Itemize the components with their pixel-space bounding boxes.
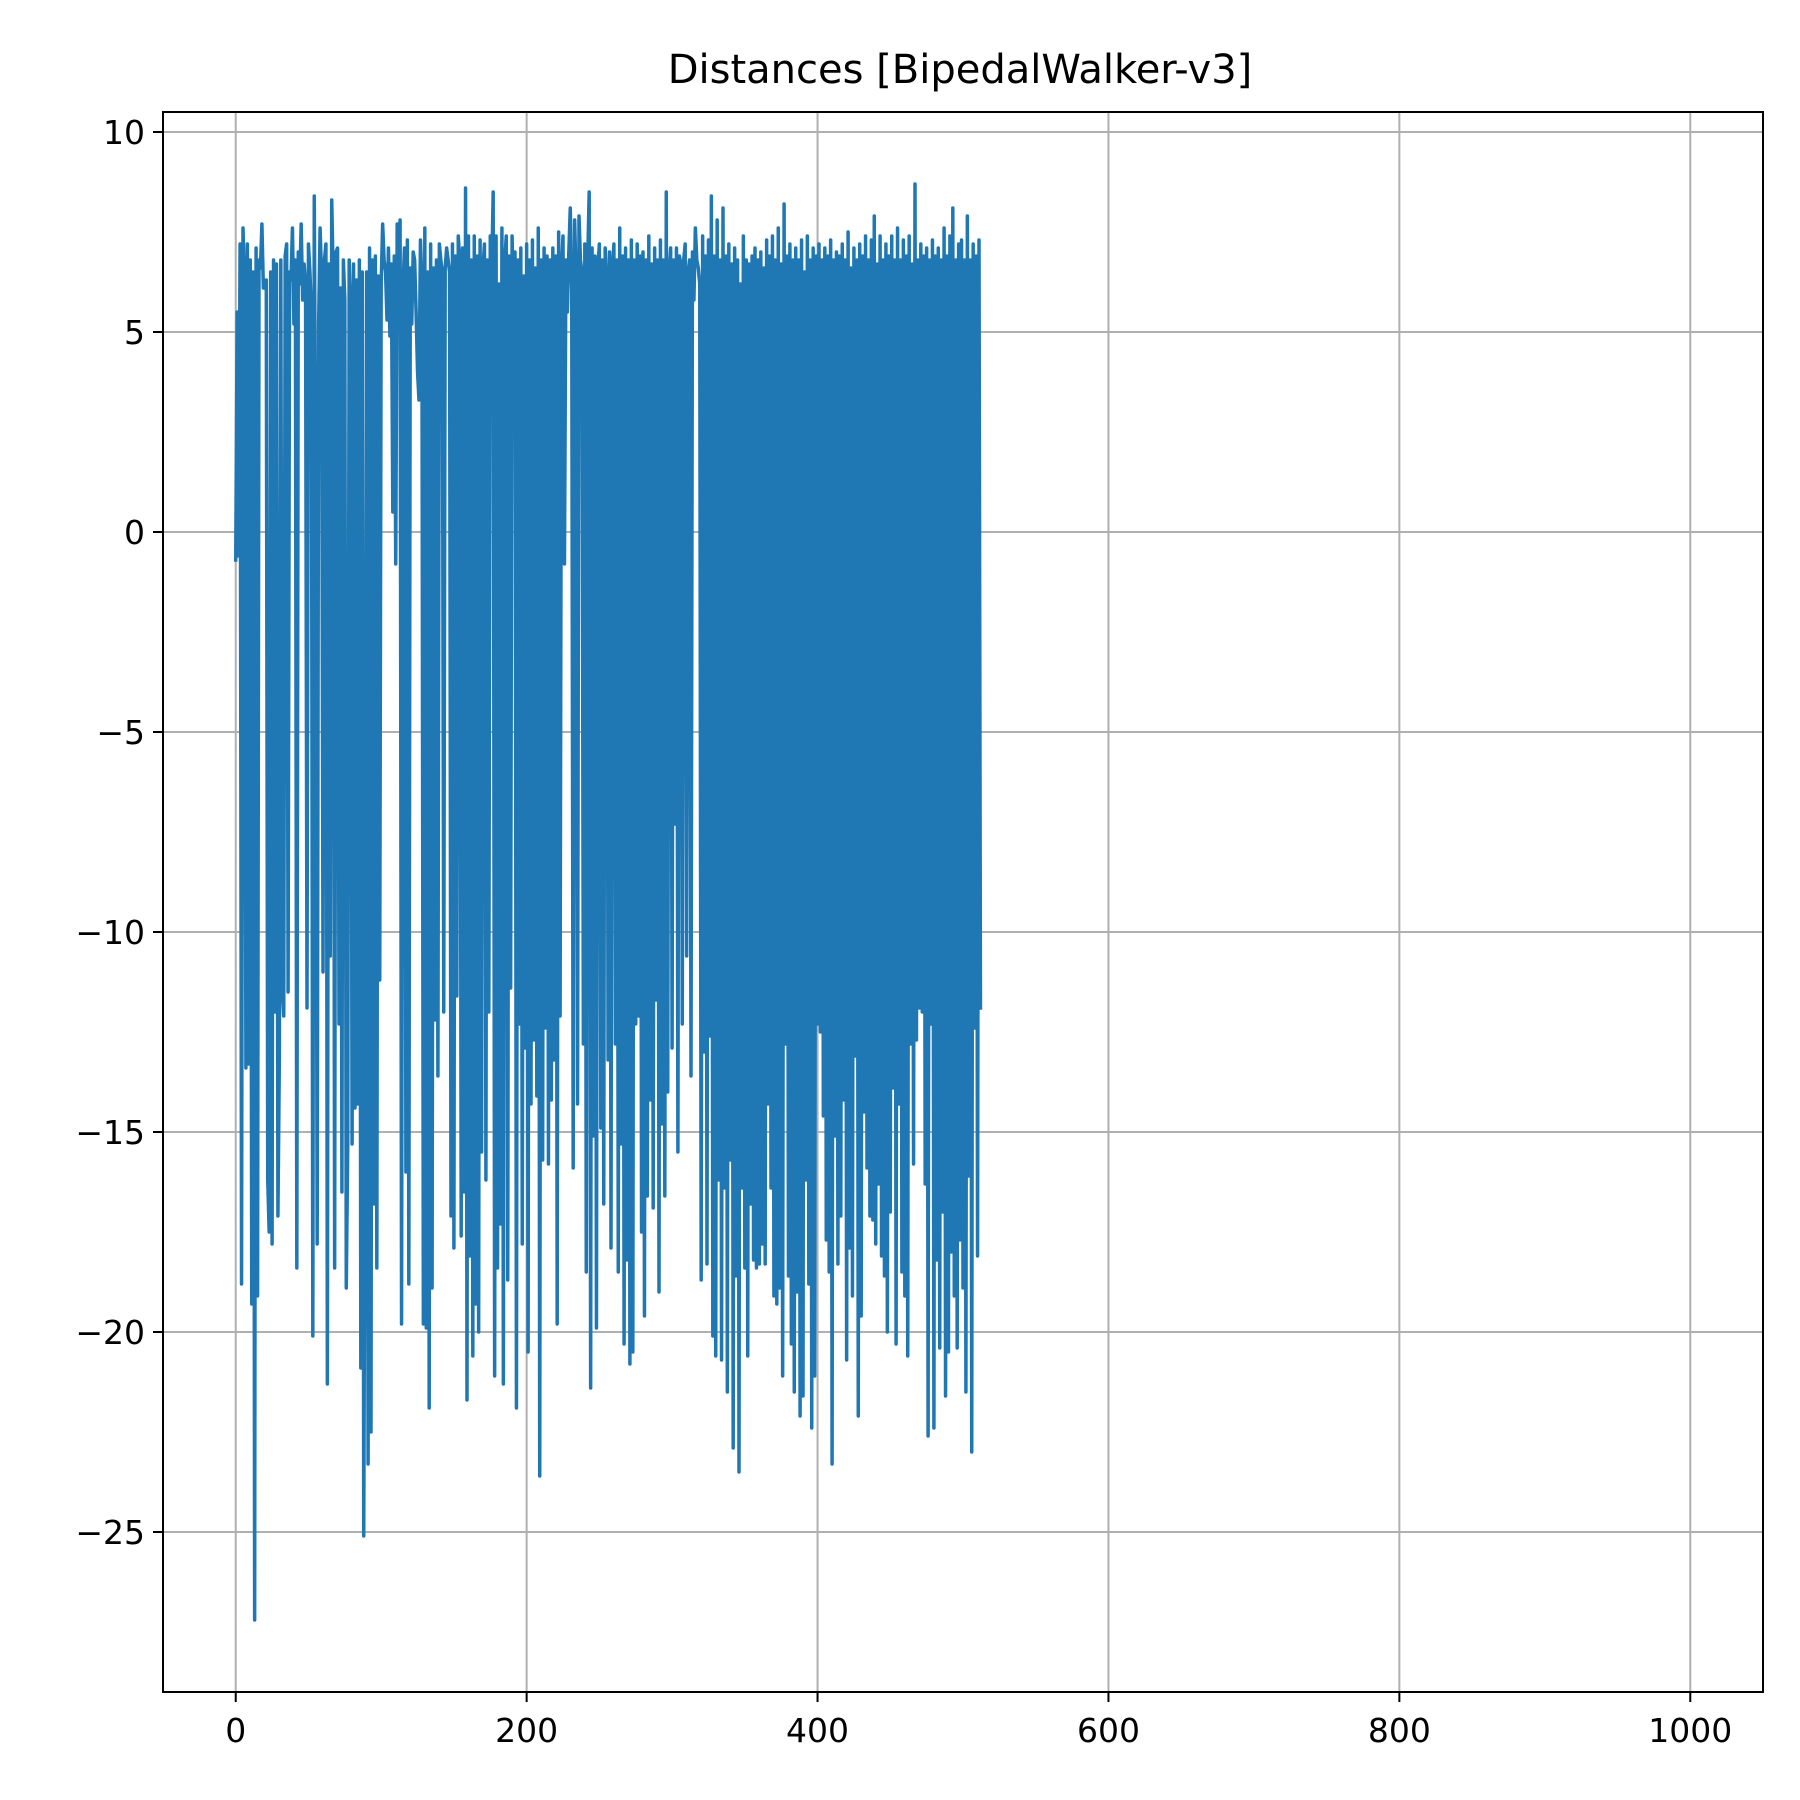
y-tick-label: −20 <box>75 1313 145 1352</box>
y-tick-label: 5 <box>124 313 145 352</box>
x-tick-label: 0 <box>225 1711 246 1750</box>
y-tick-label: 0 <box>124 513 145 552</box>
y-tick-label: −25 <box>75 1513 145 1552</box>
chart-title: Distances [BipedalWalker-v3] <box>668 47 1253 93</box>
y-tick-label: −10 <box>75 913 145 952</box>
y-tick-label: −15 <box>75 1113 145 1152</box>
x-tick-label: 800 <box>1368 1711 1431 1750</box>
x-tick-label: 400 <box>786 1711 849 1750</box>
x-tick-label: 200 <box>495 1711 558 1750</box>
y-tick-label: 10 <box>103 113 145 152</box>
y-tick-label: −5 <box>96 713 145 752</box>
series-line <box>233 182 983 1622</box>
axes-frame <box>162 111 1764 1693</box>
ticks: 0 200 400 600 800 1000 10 5 0 −5 −10 −15 −20 −25 <box>75 113 1732 1750</box>
x-tick-label: 1000 <box>1648 1711 1732 1750</box>
series-layer <box>233 182 983 1622</box>
x-tick-label: 600 <box>1077 1711 1140 1750</box>
